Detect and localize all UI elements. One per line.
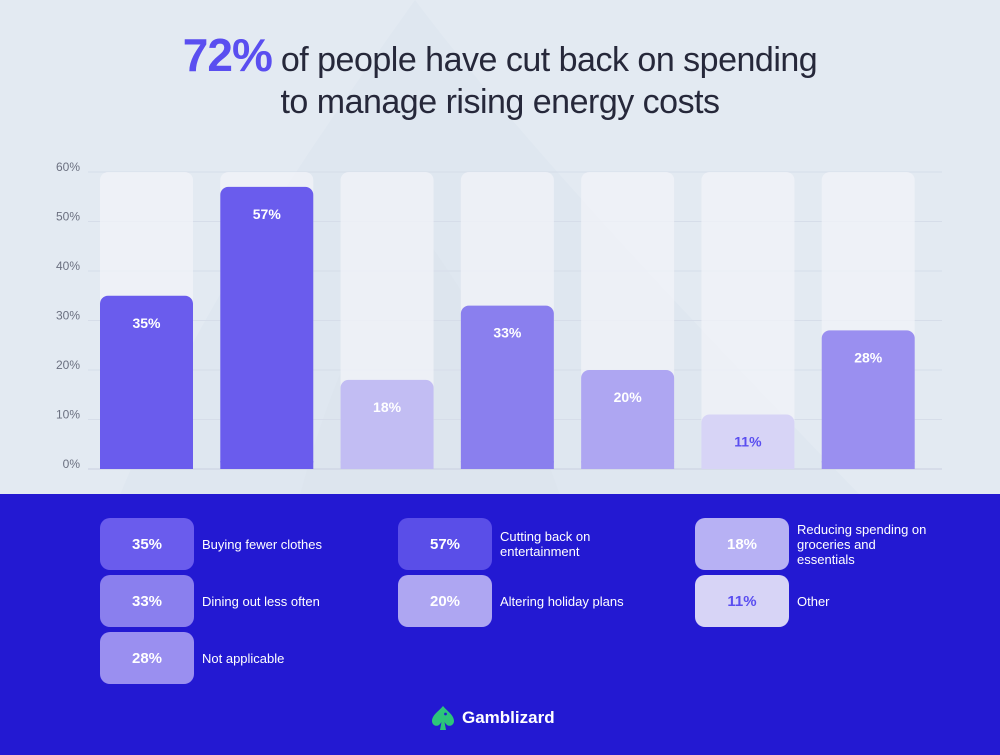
legend-label: Buying fewer clothes	[202, 536, 322, 552]
legend-label: Altering holiday plans	[500, 593, 624, 609]
legend-label: Not applicable	[202, 650, 285, 666]
bar-value-label: 33%	[493, 325, 522, 341]
bar-value-label: 11%	[734, 434, 762, 450]
legend-value-chip: 35%	[100, 518, 194, 570]
bar	[701, 414, 795, 469]
bar	[100, 295, 193, 469]
brand-name: Gamblizard	[462, 708, 555, 727]
bar-value-label: 57%	[253, 206, 282, 222]
bar-track	[701, 172, 795, 469]
title-line1: of people have cut back on spending	[280, 41, 818, 79]
y-tick-label: 30%	[56, 309, 80, 323]
bar	[220, 186, 314, 469]
bar	[340, 379, 434, 469]
bar-base	[100, 461, 193, 469]
legend-value-chip: 28%	[100, 632, 194, 684]
bar-value-label: 35%	[132, 315, 161, 331]
chart-title: 72% of people have cut back on spending …	[0, 32, 1000, 123]
y-tick-label: 60%	[56, 160, 80, 174]
bar-base	[701, 461, 795, 469]
bar-base	[460, 461, 554, 469]
title-highlight: 72%	[182, 29, 273, 81]
legend-value-chip: 18%	[695, 518, 789, 570]
legend-label: Dining out less often	[202, 593, 320, 609]
title-line2: to manage rising energy costs	[280, 83, 720, 121]
bar-base	[821, 461, 915, 469]
legend-label: Reducing spending on groceries and essen…	[797, 521, 927, 567]
legend-label: Cutting back on entertainment	[500, 529, 591, 559]
y-tick-label: 50%	[56, 210, 80, 224]
bar	[581, 370, 675, 469]
bar-base	[220, 461, 314, 469]
bar-base	[581, 461, 675, 469]
y-tick-label: 20%	[56, 358, 80, 372]
bar-value-label: 28%	[854, 349, 883, 365]
bar-chart: 0% 10% 20% 30% 40% 50% 60% 35% 57% 18% 33% 20% 11% 28…	[56, 160, 942, 471]
bar	[460, 305, 554, 469]
bar-value-label: 20%	[614, 389, 643, 405]
bar	[821, 330, 915, 469]
legend-value-chip: 20%	[398, 575, 492, 627]
legend-value-chip: 11%	[695, 575, 789, 627]
y-tick-label: 10%	[56, 408, 80, 422]
legend-value-chip: 57%	[398, 518, 492, 570]
spade-lizard-logo-icon	[432, 706, 454, 730]
brand: Gamblizard	[430, 705, 555, 731]
y-tick-label: 40%	[56, 259, 80, 273]
legend-value-chip: 33%	[100, 575, 194, 627]
legend-label: Other	[797, 593, 830, 609]
y-tick-label: 0%	[63, 457, 81, 471]
bar-value-label: 18%	[373, 399, 402, 415]
bar-base	[340, 461, 434, 469]
